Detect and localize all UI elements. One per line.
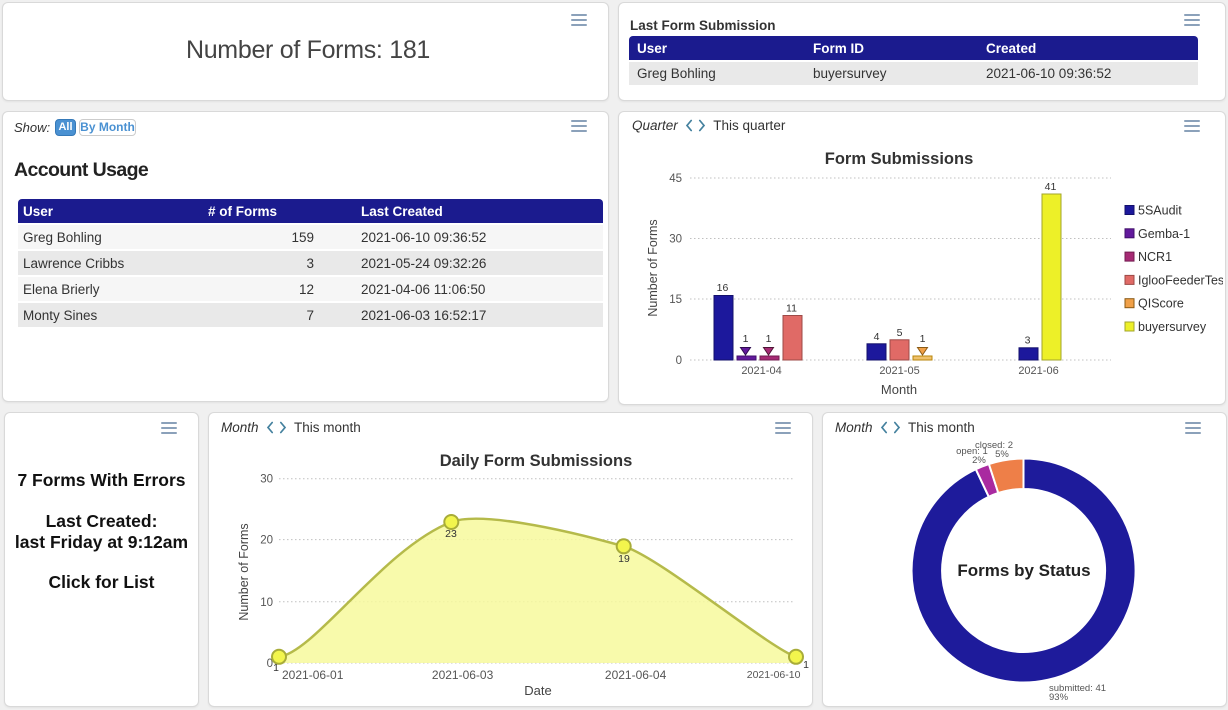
svg-text:41: 41: [1045, 181, 1057, 193]
svg-text:15: 15: [669, 294, 682, 306]
svg-text:16: 16: [717, 282, 729, 294]
svg-text:5: 5: [897, 327, 903, 339]
svg-text:2021-04: 2021-04: [741, 365, 781, 377]
svg-text:1: 1: [273, 662, 279, 674]
svg-text:open: 1: open: 1: [956, 446, 988, 457]
svg-text:93%: 93%: [1049, 692, 1069, 703]
svg-text:Form Submissions: Form Submissions: [825, 150, 974, 168]
svg-text:5SAudit: 5SAudit: [1138, 204, 1182, 218]
svg-text:Forms by Status: Forms by Status: [957, 561, 1090, 580]
svg-text:5%: 5%: [995, 449, 1009, 460]
svg-text:2%: 2%: [972, 455, 986, 466]
svg-text:10: 10: [260, 597, 273, 609]
svg-text:2021-06-01: 2021-06-01: [282, 668, 344, 682]
svg-text:2021-06: 2021-06: [1018, 365, 1058, 377]
svg-text:1: 1: [743, 333, 749, 345]
svg-text:2021-06-10: 2021-06-10: [747, 669, 801, 681]
svg-text:3: 3: [1025, 335, 1031, 347]
svg-text:NCR1: NCR1: [1138, 250, 1172, 264]
svg-text:1: 1: [766, 333, 772, 345]
svg-text:4: 4: [874, 331, 880, 343]
svg-text:Gemba-1: Gemba-1: [1138, 227, 1190, 241]
svg-text:11: 11: [786, 303, 797, 315]
svg-text:20: 20: [260, 535, 273, 547]
svg-text:30: 30: [260, 474, 273, 486]
svg-text:23: 23: [445, 528, 457, 540]
svg-text:2021-05: 2021-05: [879, 365, 919, 377]
svg-text:buyersurvey: buyersurvey: [1138, 320, 1207, 334]
svg-text:QIScore: QIScore: [1138, 297, 1184, 311]
svg-text:submitted: 41: submitted: 41: [1049, 683, 1106, 694]
svg-text:Daily Form Submissions: Daily Form Submissions: [440, 452, 633, 470]
svg-text:1: 1: [920, 333, 926, 345]
svg-text:0: 0: [676, 355, 682, 367]
svg-text:Number of Forms: Number of Forms: [237, 523, 251, 620]
svg-text:IglooFeederTes: IglooFeederTes: [1138, 273, 1223, 287]
svg-text:Month: Month: [881, 382, 917, 397]
svg-text:19: 19: [618, 553, 630, 565]
svg-text:45: 45: [669, 173, 682, 185]
svg-text:Date: Date: [524, 683, 551, 698]
svg-text:2021-06-03: 2021-06-03: [432, 668, 494, 682]
svg-text:0: 0: [267, 658, 273, 670]
svg-text:Number of Forms: Number of Forms: [646, 219, 660, 316]
svg-text:30: 30: [669, 234, 682, 246]
svg-text:closed: 2: closed: 2: [975, 440, 1013, 451]
svg-text:2021-06-04: 2021-06-04: [605, 668, 667, 682]
svg-text:1: 1: [803, 659, 809, 671]
